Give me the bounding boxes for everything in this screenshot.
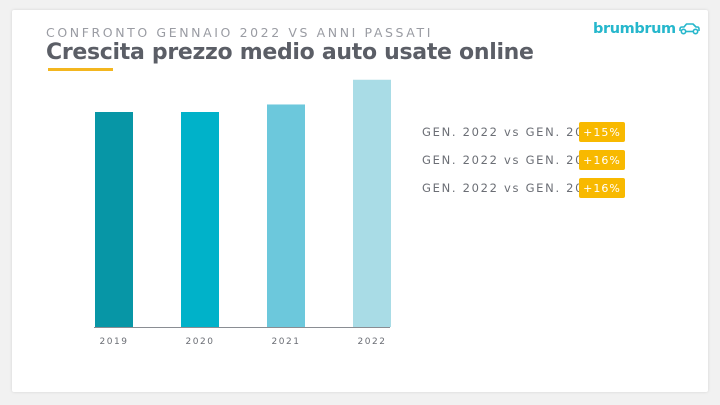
comparison-label: GEN. 2022 vs GEN. 2019 (422, 181, 603, 195)
comparison-row: GEN. 2022 vs GEN. 2020 +16% (422, 149, 625, 171)
slide-title: Crescita prezzo medio auto usate online (46, 40, 534, 65)
x-tick-label-2020: 2020 (186, 337, 215, 347)
bar-2022 (353, 79, 391, 327)
comparison-row: GEN. 2022 vs GEN. 2019 +16% (422, 177, 625, 199)
brand-logo: brumbrum (593, 21, 700, 37)
comparison-badge: +15% (579, 122, 625, 142)
x-tick-label-2019: 2019 (100, 337, 129, 347)
bar-2019 (95, 112, 133, 327)
bar-2021 (267, 104, 305, 327)
comparison-badge: +16% (579, 178, 625, 198)
comparison-label: GEN. 2022 vs GEN. 2021 (422, 125, 603, 139)
slide-subtitle: CONFRONTO GENNAIO 2022 VS ANNI PASSATI (46, 25, 434, 40)
title-accent-line (48, 68, 113, 71)
comparison-badge: +16% (579, 150, 625, 170)
x-tick-label-2021: 2021 (272, 337, 301, 347)
comparison-label: GEN. 2022 vs GEN. 2020 (422, 153, 603, 167)
comparison-row: GEN. 2022 vs GEN. 2021 +15% (422, 121, 625, 143)
x-tick-label-2022: 2022 (358, 337, 387, 347)
car-icon (678, 23, 700, 35)
brand-logo-text: brumbrum (593, 21, 676, 37)
bar-2020 (181, 112, 219, 327)
